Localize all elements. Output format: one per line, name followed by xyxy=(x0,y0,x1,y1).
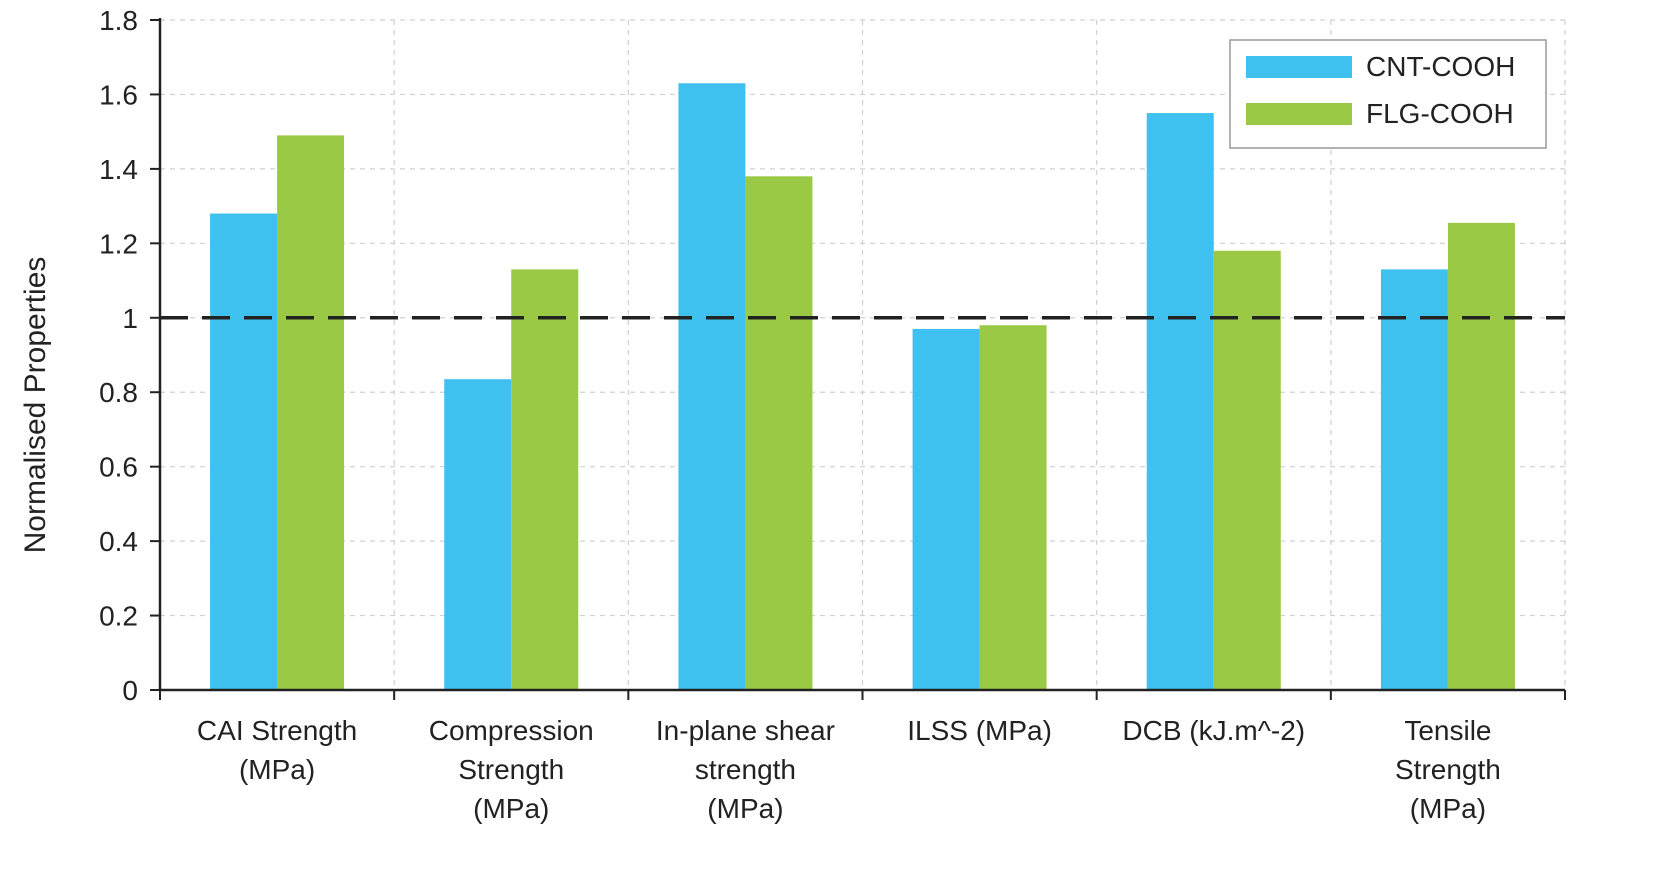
bar-cnt-cooh xyxy=(444,379,512,690)
bar-flg-cooh xyxy=(1447,222,1515,690)
y-axis-title: Normalised Properties xyxy=(19,257,52,554)
x-category-label: ILSS (MPa) xyxy=(907,715,1052,746)
y-tick-label: 1 xyxy=(122,303,138,334)
x-category-label: (MPa) xyxy=(707,793,783,824)
legend-swatch-flg-cooh xyxy=(1246,103,1352,125)
x-category-label: (MPa) xyxy=(1410,793,1486,824)
bars xyxy=(210,83,1515,691)
legend-label-cnt-cooh: CNT-COOH xyxy=(1366,51,1515,82)
bar-cnt-cooh xyxy=(912,328,980,690)
grid-lines xyxy=(160,19,1566,690)
y-tick-label: 0 xyxy=(122,675,138,706)
y-tick-label: 0.8 xyxy=(99,377,138,408)
y-tick-label: 1.4 xyxy=(99,154,138,185)
bar-flg-cooh xyxy=(745,176,813,691)
bar-flg-cooh xyxy=(277,135,345,690)
x-category-label: DCB (kJ.m^-2) xyxy=(1122,715,1305,746)
y-tick-label: 0.4 xyxy=(99,526,138,557)
bar-flg-cooh xyxy=(511,269,579,690)
y-tick-label: 1.2 xyxy=(99,228,138,259)
y-tick-label: 1.8 xyxy=(99,5,138,36)
x-category-label: Compression xyxy=(429,715,594,746)
x-category-label: Tensile xyxy=(1404,715,1491,746)
bar-cnt-cooh xyxy=(210,213,278,691)
bar-flg-cooh xyxy=(979,325,1047,690)
bar-cnt-cooh xyxy=(678,83,746,691)
x-category-label: (MPa) xyxy=(473,793,549,824)
y-tick-label: 0.2 xyxy=(99,601,138,632)
bar-cnt-cooh xyxy=(1146,113,1214,691)
bar-flg-cooh xyxy=(1213,250,1281,690)
x-category-label: Strength xyxy=(458,754,564,785)
bar-cnt-cooh xyxy=(1380,269,1448,690)
x-category-label: In-plane shear xyxy=(656,715,835,746)
legend-swatch-cnt-cooh xyxy=(1246,56,1352,78)
legend: CNT-COOH FLG-COOH xyxy=(1229,39,1547,149)
x-category-label: CAI Strength xyxy=(197,715,357,746)
legend-label-flg-cooh: FLG-COOH xyxy=(1366,98,1514,129)
x-category-label: (MPa) xyxy=(239,754,315,785)
labels: 0 0.2 0.4 0.6 0.8 1 1.2 1.4 1.6 1.8 CAI Strength (M… xyxy=(19,5,1501,824)
x-category-label: strength xyxy=(695,754,796,785)
y-tick-label: 0.6 xyxy=(99,452,138,483)
x-category-label: Strength xyxy=(1395,754,1501,785)
axes xyxy=(150,18,1566,700)
y-tick-label: 1.6 xyxy=(99,79,138,110)
